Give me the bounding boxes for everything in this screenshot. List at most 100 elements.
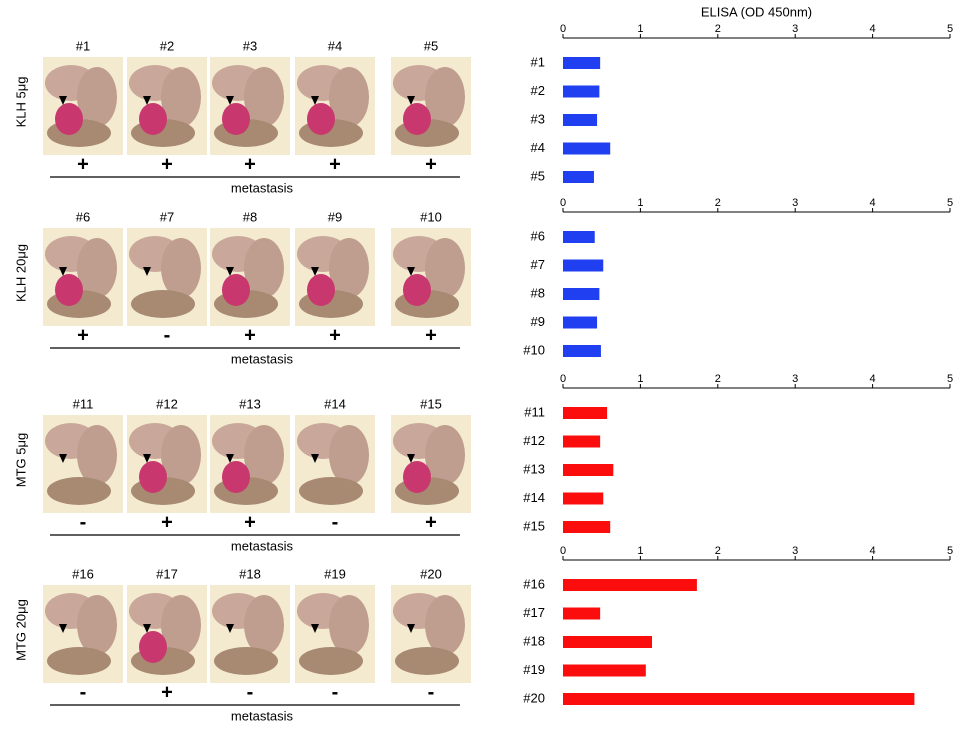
- bar: [563, 57, 600, 69]
- tissue-image: [391, 585, 471, 683]
- x-tick-label: 4: [870, 197, 876, 209]
- caption: metastasis: [231, 708, 294, 723]
- category-label: #3: [531, 111, 545, 126]
- sample-label: #3: [243, 38, 257, 53]
- x-tick-label: 5: [947, 373, 953, 385]
- bar: [563, 231, 595, 243]
- category-label: #8: [531, 285, 545, 300]
- tissue-image: [295, 57, 375, 155]
- lobe: [329, 238, 369, 298]
- tissue-image: [127, 228, 207, 326]
- metastasis-sign: +: [329, 324, 341, 346]
- metastasis-sign: -: [428, 681, 435, 703]
- x-tick-label: 3: [792, 23, 798, 35]
- bar: [563, 86, 599, 98]
- metastasis-sign: +: [244, 511, 256, 533]
- x-tick-label: 0: [560, 373, 566, 385]
- x-tick-label: 3: [792, 197, 798, 209]
- x-tick-label: 0: [560, 197, 566, 209]
- sample-label: #10: [420, 209, 442, 224]
- sample-label: #11: [73, 396, 94, 411]
- lobe: [131, 290, 195, 318]
- metastasis-sign: -: [80, 511, 87, 533]
- tumor: [403, 461, 431, 493]
- category-label: #20: [523, 690, 545, 705]
- x-tick-label: 2: [715, 197, 721, 209]
- sample-label: #19: [324, 566, 346, 581]
- tissue-image: [43, 57, 123, 155]
- metastasis-sign: -: [332, 681, 339, 703]
- tumor: [403, 274, 431, 306]
- metastasis-sign: -: [332, 511, 339, 533]
- tumor: [55, 103, 83, 135]
- sample-label: #4: [328, 38, 342, 53]
- tissue-image: [210, 585, 290, 683]
- bar: [563, 636, 652, 648]
- lobe: [299, 647, 363, 675]
- sample-label: #2: [160, 38, 174, 53]
- tissue-image: [127, 415, 207, 513]
- tumor: [222, 461, 250, 493]
- axis-title: ELISA (OD 450nm): [701, 4, 812, 19]
- sample-label: #9: [328, 209, 342, 224]
- lobe: [77, 425, 117, 485]
- bar: [563, 436, 600, 448]
- sample-label: #8: [243, 209, 257, 224]
- tissue-image: [43, 415, 123, 513]
- figure: KLH 5μg#1+#2+#3+#4+#5+metastasisKLH 20μg…: [0, 0, 955, 732]
- tumor: [307, 274, 335, 306]
- group-label: KLH 5μg: [13, 77, 28, 128]
- bar: [563, 407, 607, 419]
- tissue-image: [43, 585, 123, 683]
- category-label: #1: [531, 54, 545, 69]
- category-label: #17: [523, 605, 545, 620]
- metastasis-sign: +: [425, 324, 437, 346]
- sample-label: #14: [324, 396, 346, 411]
- category-label: #7: [531, 257, 545, 272]
- bar: [563, 464, 613, 476]
- metastasis-sign: +: [161, 511, 173, 533]
- tumor: [55, 274, 83, 306]
- category-label: #9: [531, 314, 545, 329]
- caption: metastasis: [231, 351, 294, 366]
- x-tick-label: 5: [947, 545, 953, 557]
- sample-label: #12: [156, 396, 178, 411]
- tissue-image: [391, 415, 471, 513]
- metastasis-sign: -: [247, 681, 254, 703]
- tumor: [222, 103, 250, 135]
- lobe: [77, 67, 117, 127]
- x-tick-label: 1: [637, 545, 643, 557]
- x-tick-label: 4: [870, 545, 876, 557]
- x-tick-label: 3: [792, 373, 798, 385]
- bar: [563, 665, 646, 677]
- bar: [563, 143, 610, 155]
- sample-label: #18: [239, 566, 261, 581]
- category-label: #19: [523, 662, 545, 677]
- metastasis-sign: -: [80, 681, 87, 703]
- tissue-image: [127, 57, 207, 155]
- lobe: [161, 425, 201, 485]
- bar: [563, 171, 594, 183]
- tissue-image: [295, 415, 375, 513]
- x-tick-label: 3: [792, 545, 798, 557]
- bar: [563, 114, 597, 126]
- lobe: [244, 595, 284, 655]
- category-label: #4: [531, 140, 545, 155]
- lobe: [244, 67, 284, 127]
- category-label: #13: [523, 461, 545, 476]
- sample-label: #6: [76, 209, 90, 224]
- metastasis-sign: +: [77, 153, 89, 175]
- category-label: #10: [523, 342, 545, 357]
- tumor: [139, 631, 167, 663]
- lobe: [47, 477, 111, 505]
- sample-label: #17: [156, 566, 178, 581]
- lobe: [425, 238, 465, 298]
- lobe: [161, 595, 201, 655]
- lobe: [244, 425, 284, 485]
- x-tick-label: 1: [637, 23, 643, 35]
- x-tick-label: 0: [560, 23, 566, 35]
- tissue-image: [210, 228, 290, 326]
- metastasis-sign: +: [161, 681, 173, 703]
- tissue-image: [127, 585, 207, 683]
- tissue-image: [210, 415, 290, 513]
